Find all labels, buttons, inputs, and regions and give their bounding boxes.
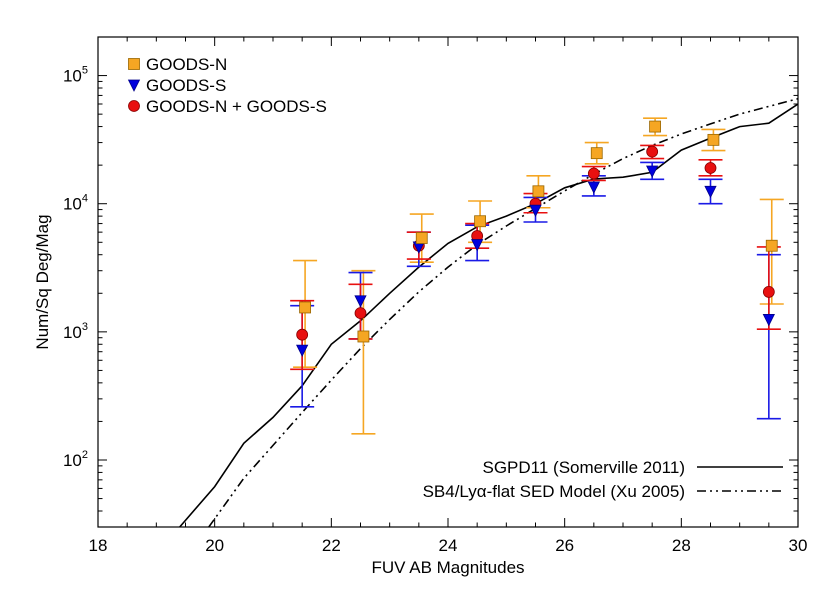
y-tick-label: 104 — [63, 193, 88, 214]
data-point-square — [649, 120, 661, 133]
data-point-triangle-down — [646, 165, 659, 178]
legend-marker — [127, 79, 141, 92]
legend-item: GOODS-N — [128, 55, 227, 74]
legend-label: GOODS-S — [146, 76, 226, 95]
x-tick-label: 24 — [439, 536, 458, 555]
legend-item: SB4/Lyα-flat SED Model (Xu 2005) — [423, 482, 783, 501]
y-axis-label: Num/Sq Deg/Mag — [33, 214, 52, 349]
x-tick-label: 28 — [672, 536, 691, 555]
data-point-square — [357, 330, 370, 343]
legend-label: SGPD11 (Somerville 2011) — [482, 458, 685, 477]
data-point-triangle-down — [354, 295, 367, 308]
somerville-model-line — [179, 103, 798, 527]
data-point-triangle-down — [296, 344, 309, 358]
data-point-square — [415, 232, 428, 244]
y-tick-label: 103 — [63, 321, 88, 342]
data-point-circle — [587, 167, 600, 180]
y-tick-label: 102 — [63, 449, 88, 470]
x-tick-label: 20 — [205, 536, 224, 555]
data-point-triangle-down — [704, 185, 717, 199]
data-point-square — [765, 239, 778, 252]
xu-model-line — [208, 97, 798, 527]
error-bar — [351, 269, 376, 435]
legend-label: GOODS-N — [146, 55, 227, 74]
data-point-circle — [354, 307, 367, 320]
data-point-square — [590, 147, 603, 160]
data-point-circle — [646, 145, 659, 158]
data-point-triangle-down — [529, 204, 542, 218]
data-point-circle — [762, 286, 775, 298]
data-point-triangle-down — [471, 239, 484, 252]
legend-item: SGPD11 (Somerville 2011) — [482, 458, 783, 477]
x-tick-label: 22 — [322, 536, 341, 555]
legend-marker — [128, 100, 140, 112]
data-point-square — [299, 301, 311, 314]
x-tick-label: 26 — [555, 536, 574, 555]
data-point-circle — [704, 162, 717, 174]
x-tick-label: 18 — [89, 536, 108, 555]
legend-label: GOODS-N + GOODS-S — [146, 97, 327, 116]
x-tick-label: 30 — [789, 536, 808, 555]
data-layer — [179, 97, 798, 527]
legend-item: GOODS-N + GOODS-S — [128, 97, 327, 116]
y-tick-label: 105 — [63, 65, 88, 86]
data-point-circle — [296, 328, 309, 341]
legend: GOODS-N GOODS-S GOODS-N + GOODS-S SGPD11 (S… — [127, 55, 783, 501]
legend-item: GOODS-S — [127, 76, 226, 95]
data-point-square — [532, 185, 545, 198]
data-point-triangle-down — [587, 181, 600, 194]
error-bar — [759, 198, 784, 305]
data-point-square — [474, 215, 486, 228]
legend-label: SB4/Lyα-flat SED Model (Xu 2005) — [423, 482, 685, 501]
data-point-square — [707, 133, 720, 146]
data-point-triangle-down — [762, 314, 775, 327]
axes-layer: 18 20 22 24 26 28 30 102 103 104 105 — [63, 36, 808, 555]
x-axis-label: FUV AB Magnitudes — [371, 558, 524, 577]
legend-marker — [128, 58, 140, 70]
